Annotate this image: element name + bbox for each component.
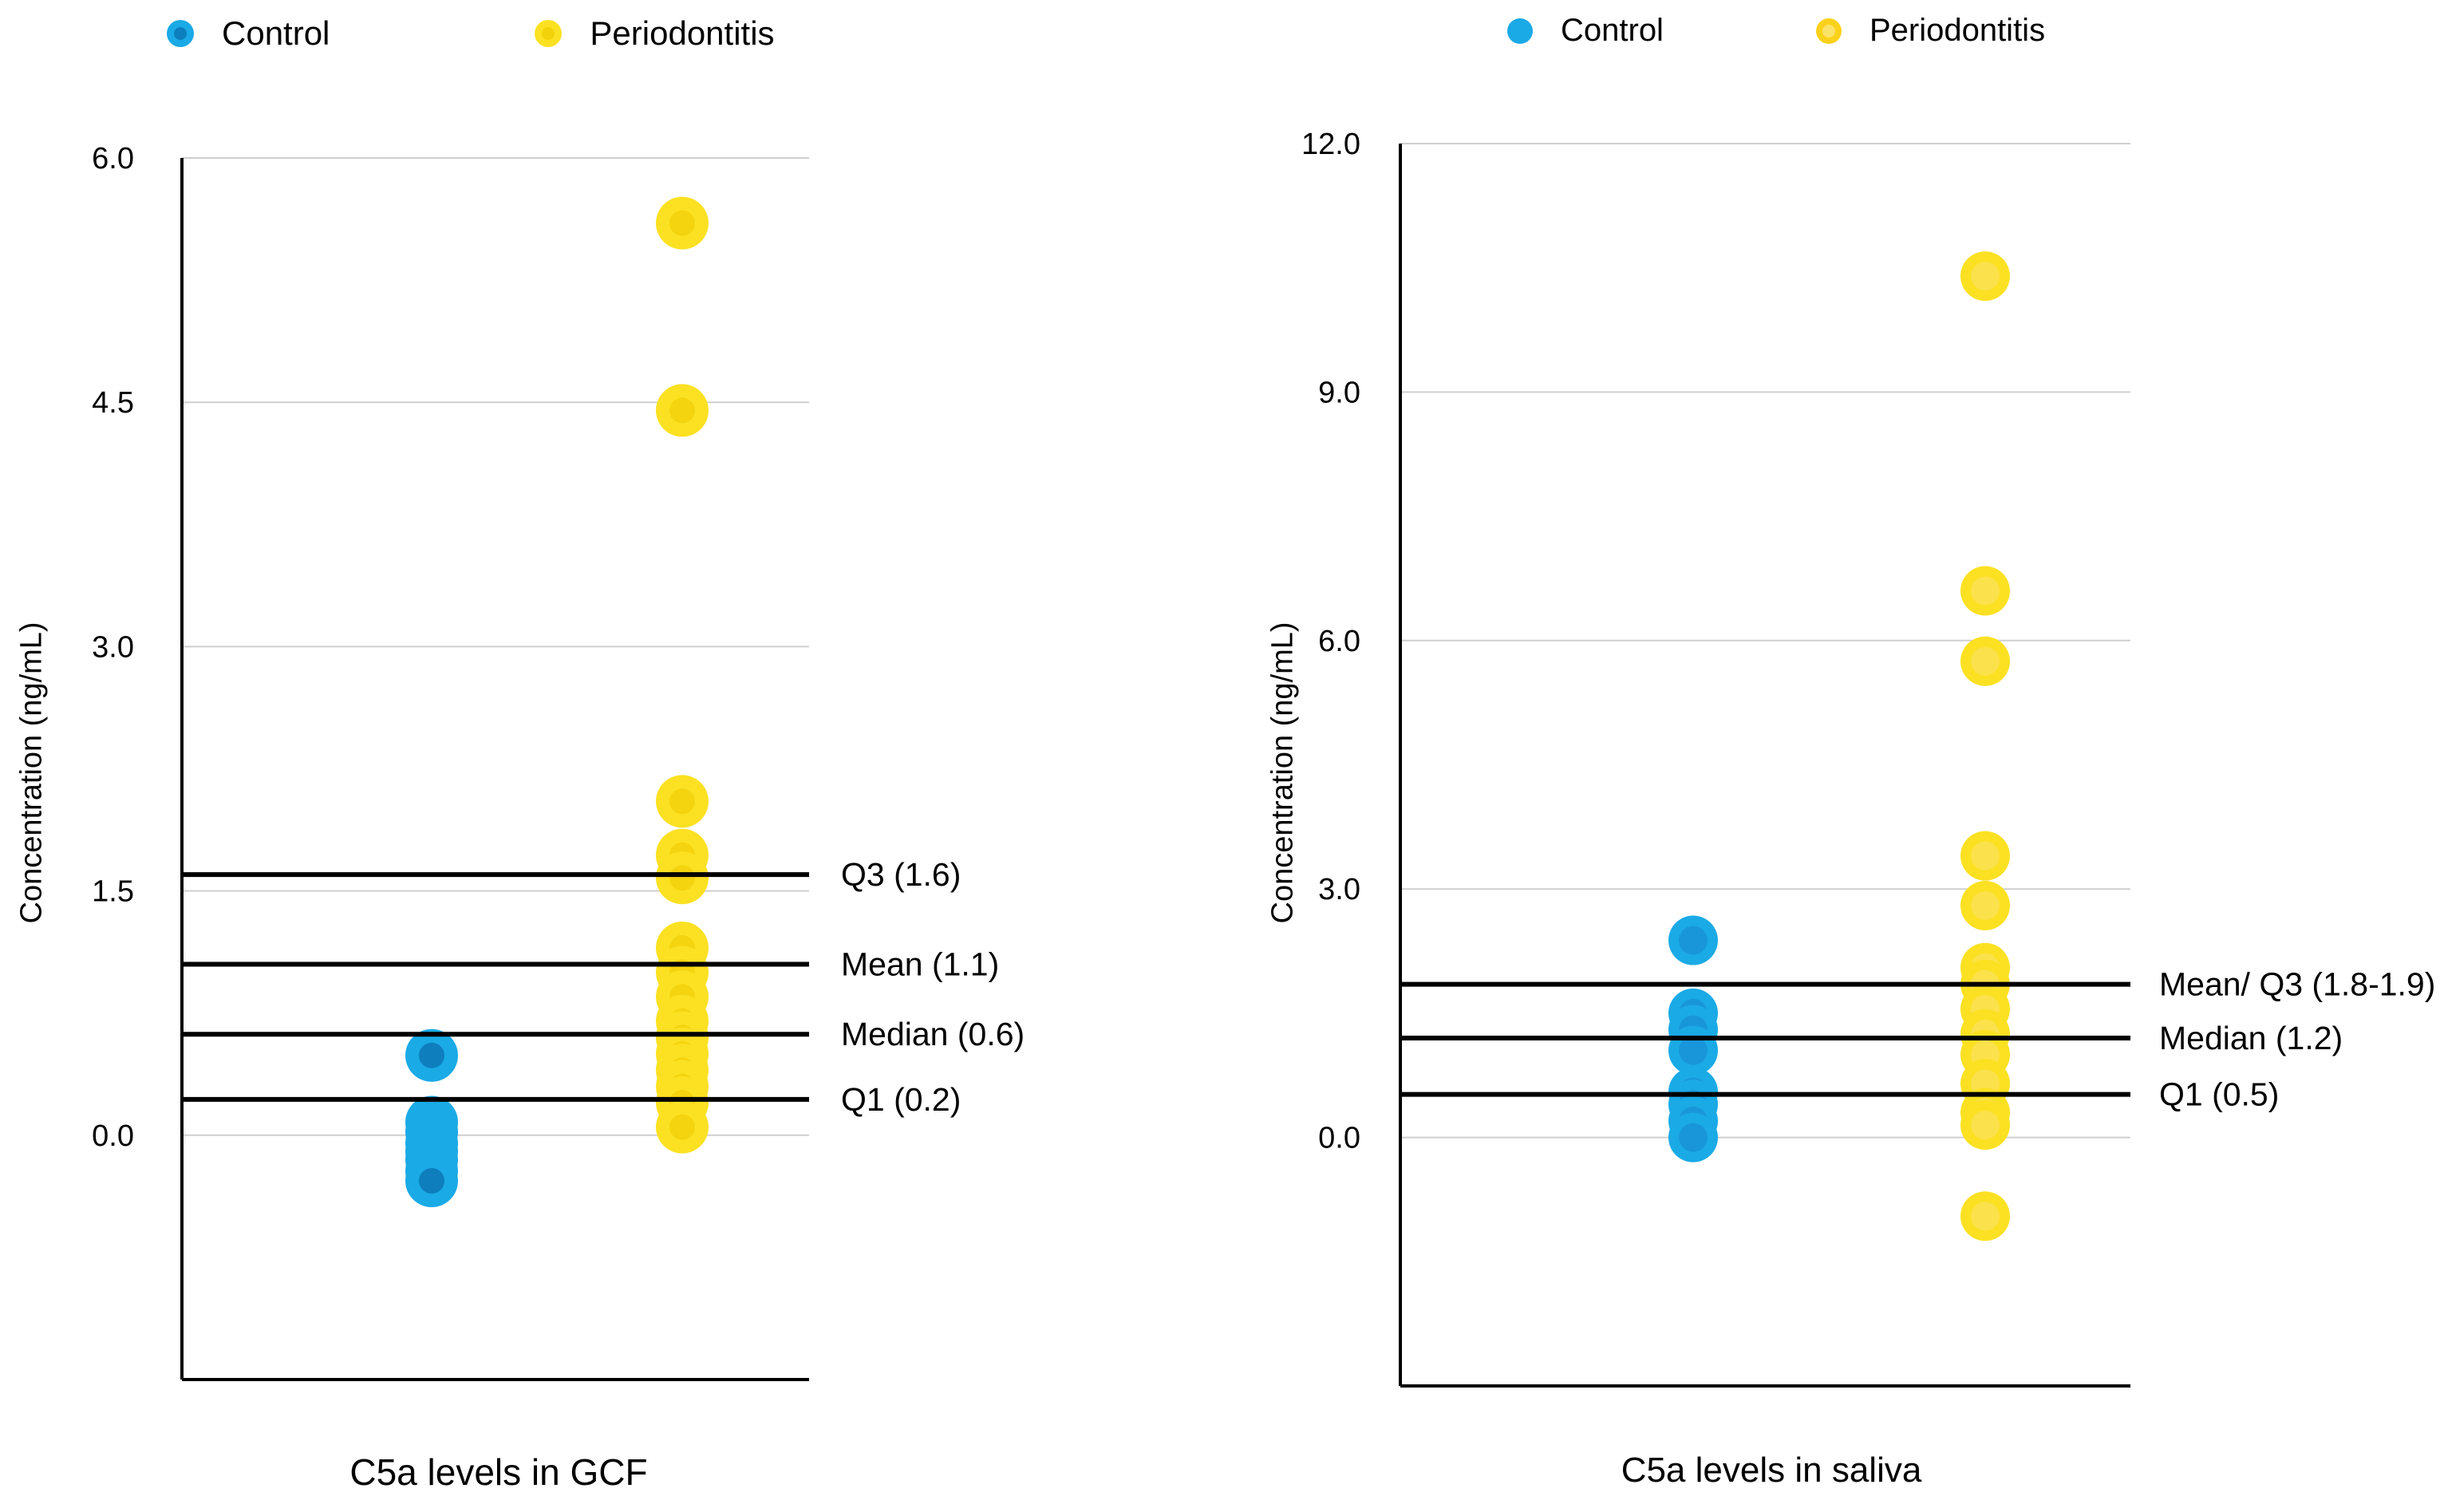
- y-tick-label: 4.5: [92, 386, 134, 420]
- data-point-core: [419, 1042, 444, 1068]
- legend-label-control: Control: [1561, 13, 1664, 48]
- data-point-core: [669, 210, 695, 236]
- data-point-core: [669, 397, 695, 424]
- y-tick-label: 9.0: [1318, 376, 1360, 409]
- data-point-core: [1971, 576, 2000, 606]
- legend-marker-control: [167, 20, 194, 47]
- y-tick-label: 3.0: [1318, 873, 1360, 906]
- chart-title-saliva: C5a levels in saliva: [1621, 1451, 1922, 1490]
- data-point-core: [1971, 1202, 2000, 1231]
- chart-0: 6.0 4.5 3.0 1.5 0.0 Q3 (1.6) Mean (1.1) Median …: [92, 142, 1025, 1381]
- y-tick-label: 6.0: [1318, 625, 1360, 658]
- y-tick-label: 6.0: [92, 142, 134, 176]
- data-point-core: [669, 1114, 695, 1140]
- y-tick-label: 1.5: [92, 875, 134, 909]
- legend-marker-periodontitis: [535, 20, 563, 47]
- legend-label-periodontitis: Periodontitis: [1869, 13, 2046, 48]
- data-point-core: [419, 1167, 444, 1194]
- legend-item-control: Control: [1506, 13, 1664, 49]
- legend-item-periodontitis: Periodontitis: [534, 14, 775, 53]
- legend-marker-control: [1507, 18, 1533, 44]
- y-tick-label: 12.0: [1301, 128, 1360, 161]
- data-point-core: [1971, 841, 2000, 870]
- data-point-core: [1971, 646, 2000, 676]
- data-point-core: [1971, 1111, 2000, 1140]
- data-point-core: [669, 865, 695, 891]
- reference-line-label: Mean (1.1): [841, 945, 999, 982]
- data-point-core: [1679, 926, 1708, 955]
- data-point-core: [1971, 262, 2000, 291]
- reference-line-label: Q1 (0.5): [2159, 1076, 2279, 1113]
- reference-line-label: Median (1.2): [2159, 1020, 2343, 1056]
- reference-line-label: Q1 (0.2): [841, 1081, 961, 1118]
- chart-title-gcf: C5a levels in GCF: [349, 1451, 648, 1493]
- data-point-core: [1971, 890, 2000, 920]
- data-point-core: [669, 788, 695, 815]
- y-tick-label: 3.0: [92, 630, 134, 664]
- y-tick-label: 0.0: [92, 1119, 134, 1153]
- legend-label-control: Control: [222, 14, 330, 52]
- reference-line-label: Median (0.6): [841, 1016, 1025, 1052]
- legend-item-control: Control: [166, 14, 330, 53]
- legend-saliva: Control Periodontitis: [1506, 13, 2157, 49]
- reference-line-label: Mean/ Q3 (1.8-1.9): [2159, 966, 2435, 1003]
- data-point-core: [1679, 1123, 1708, 1152]
- legend-label-periodontitis: Periodontitis: [590, 14, 775, 52]
- data-point-core: [1679, 1036, 1708, 1065]
- legend-marker-periodontitis: [1815, 18, 1842, 44]
- legend-gcf: Control Periodontitis: [166, 14, 886, 53]
- reference-line-label: Q3 (1.6): [841, 856, 961, 893]
- legend-item-periodontitis: Periodontitis: [1815, 13, 2045, 49]
- y-tick-label: 0.0: [1318, 1122, 1360, 1155]
- chart-1: 12.0 9.0 6.0 3.0 0.0 Mean/ Q3 (1.8-1.9) Median…: [1301, 128, 2435, 1388]
